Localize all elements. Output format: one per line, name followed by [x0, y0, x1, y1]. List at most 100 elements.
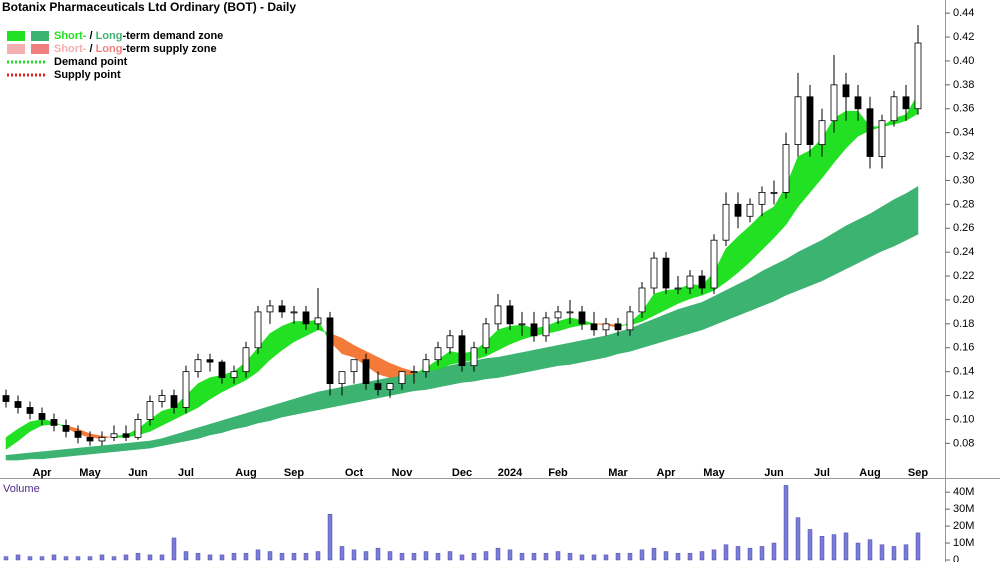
volume-bar: [387, 551, 393, 561]
x-tick-label: Jul: [178, 467, 194, 479]
volume-bar: [663, 551, 669, 561]
band-segment: [137, 440, 151, 450]
band-segment: [317, 389, 331, 411]
volume-bar: [519, 552, 525, 561]
volume-bar: [627, 552, 633, 561]
candle-body: [854, 96, 862, 110]
candle-body: [170, 395, 178, 408]
volume-tick-label: 20M: [953, 520, 974, 532]
band-segment: [41, 450, 55, 460]
band-segment: [737, 278, 751, 316]
volume-bar: [687, 552, 693, 561]
volume-bar: [615, 552, 621, 561]
candle-body: [710, 239, 718, 289]
candle-body: [326, 317, 334, 384]
candle-body: [758, 191, 766, 205]
candle-body: [14, 401, 22, 408]
x-tick-label: Jun: [128, 467, 148, 479]
band-segment: [509, 352, 523, 376]
volume-bar: [135, 552, 141, 561]
volume-bar: [315, 551, 321, 561]
y-tick-label: 0.08: [953, 437, 974, 449]
band-segment: [689, 301, 703, 334]
y-tick-label: 0.28: [953, 198, 974, 210]
candle-body: [458, 335, 466, 367]
candle-body: [98, 436, 106, 442]
volume-bar: [147, 554, 153, 561]
volume-bar: [855, 542, 861, 561]
candle-body: [314, 317, 322, 325]
band-segment: [101, 444, 115, 454]
candle-body: [182, 371, 190, 408]
volume-bar: [543, 552, 549, 561]
candle-body: [626, 311, 634, 331]
band-segment: [833, 225, 847, 276]
volume-bar: [903, 544, 909, 561]
candle-body: [506, 305, 514, 325]
x-tick-label: Aug: [859, 467, 880, 479]
legend-label: Short- / Long-term demand zone: [54, 30, 223, 42]
band-segment: [881, 199, 895, 252]
legend-label-part: Short-: [54, 43, 87, 55]
candle-body: [254, 311, 262, 349]
band-segment: [845, 219, 859, 270]
legend-swatch: [31, 44, 49, 54]
volume-bar: [879, 544, 885, 561]
candle-body: [122, 433, 130, 438]
y-tick-label: 0.36: [953, 103, 974, 115]
volume-bar: [267, 551, 273, 561]
volume-bar: [3, 556, 9, 561]
y-tick-label: 0.32: [953, 150, 974, 162]
candle-body: [38, 413, 46, 420]
band-segment: [725, 284, 739, 321]
volume-bar: [327, 513, 333, 561]
candle-body: [590, 323, 598, 331]
candle-body: [50, 419, 58, 426]
legend-label: Demand point: [54, 56, 128, 68]
volume-bar: [435, 552, 441, 561]
band-segment: [581, 337, 595, 363]
x-tick-label: 2024: [498, 467, 523, 479]
band-segment: [329, 386, 343, 408]
x-tick-label: Feb: [548, 467, 568, 479]
candles: [2, 25, 922, 446]
candle-body: [482, 323, 490, 349]
candle-body: [206, 359, 214, 363]
candle-body: [722, 203, 730, 241]
volume-bar: [423, 551, 429, 561]
x-tick-label: Sep: [284, 467, 304, 479]
y-tick-label: 0.14: [953, 366, 974, 378]
volume-bar: [195, 552, 201, 561]
legend-label: Supply point: [54, 69, 121, 81]
volume-bar: [555, 551, 561, 561]
candle-body: [878, 120, 886, 157]
volume-bar: [567, 552, 573, 561]
candle-body: [302, 311, 310, 325]
band-segment: [749, 270, 763, 312]
candle-body: [290, 311, 298, 314]
band-segment: [341, 384, 355, 406]
band-segment: [53, 449, 67, 458]
candle-body: [566, 311, 574, 314]
volume-bar: [915, 532, 921, 561]
legend-label-part: /: [86, 30, 95, 42]
x-tick-label: Apr: [657, 467, 677, 479]
volume-bar: [699, 551, 705, 561]
candle-body: [266, 305, 274, 313]
band-segment: [89, 445, 103, 455]
volume-bar: [75, 556, 81, 561]
y-tick-label: 0.42: [953, 31, 974, 43]
band-segment: [521, 349, 535, 374]
band-segment: [353, 382, 367, 404]
band-segment: [761, 264, 775, 307]
band-segment: [773, 258, 787, 302]
band-segment: [593, 335, 607, 360]
candle-body: [470, 347, 478, 367]
volume-bar: [39, 556, 45, 561]
candle-body: [158, 395, 166, 402]
band-segment: [617, 328, 631, 355]
volume-bar: [531, 552, 537, 561]
candle-body: [362, 359, 370, 384]
